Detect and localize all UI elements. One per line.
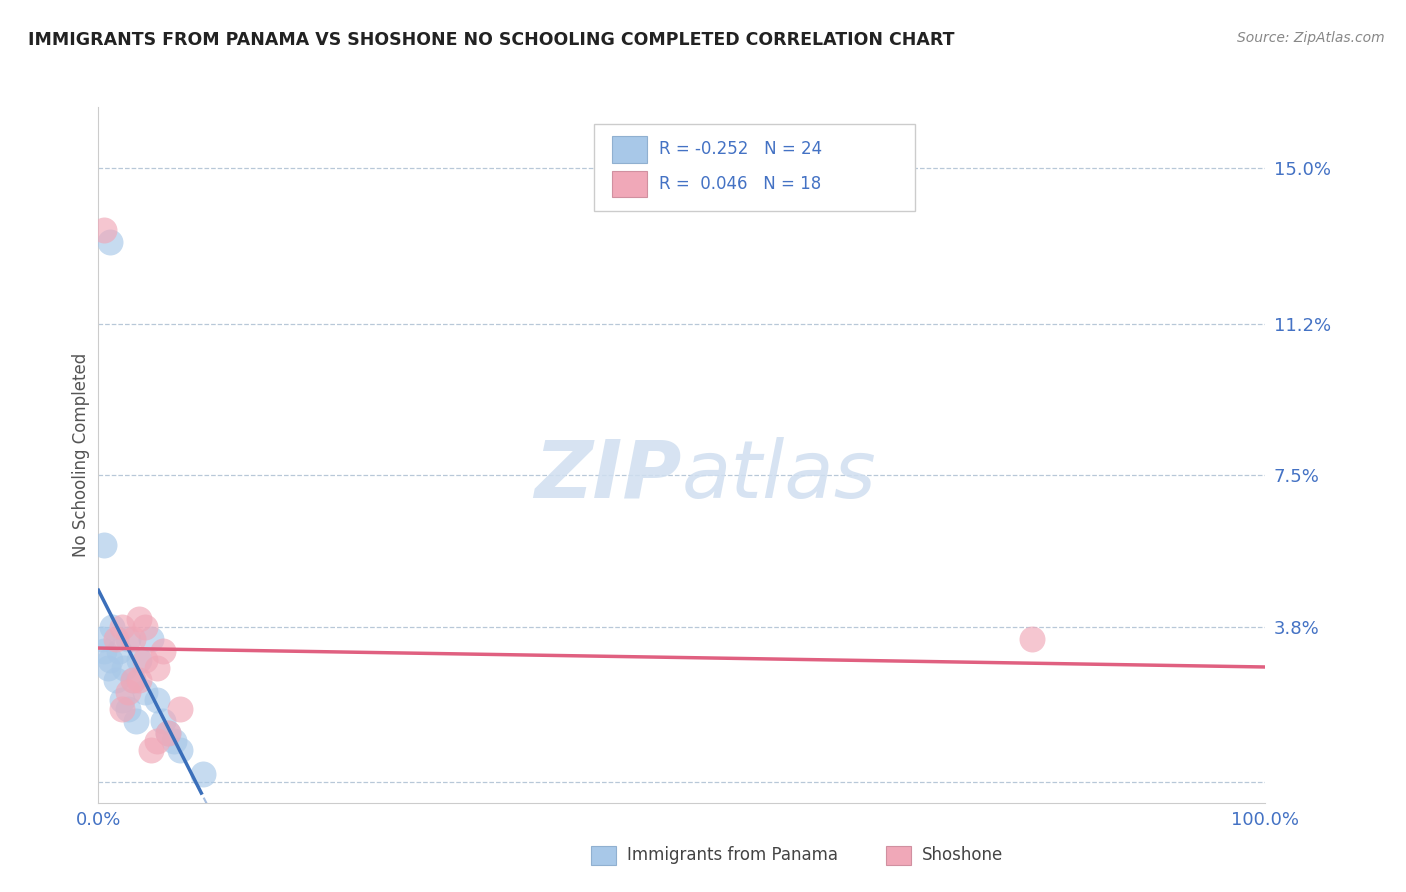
Point: [117, 701, 139, 715]
Point: [98, 652, 121, 666]
Text: Source: ZipAtlas.com: Source: ZipAtlas.com: [1237, 31, 1385, 45]
Point: [98, 235, 121, 249]
Point: [111, 620, 134, 634]
Point: [1021, 632, 1043, 646]
Point: [93, 644, 115, 658]
Point: [111, 693, 134, 707]
Point: [157, 726, 180, 740]
Point: [146, 734, 169, 748]
Point: [134, 652, 156, 666]
Text: R = -0.252   N = 24: R = -0.252 N = 24: [658, 140, 821, 159]
Point: [104, 632, 127, 646]
Point: [169, 701, 191, 715]
Point: [134, 620, 156, 634]
Point: [157, 726, 180, 740]
Point: [117, 685, 139, 699]
Bar: [612, 136, 647, 162]
Point: [152, 644, 174, 658]
Text: Immigrants from Panama: Immigrants from Panama: [627, 847, 838, 864]
Text: ZIP: ZIP: [534, 437, 682, 515]
Text: Shoshone: Shoshone: [922, 847, 1004, 864]
Point: [122, 673, 145, 687]
Text: IMMIGRANTS FROM PANAMA VS SHOSHONE NO SCHOOLING COMPLETED CORRELATION CHART: IMMIGRANTS FROM PANAMA VS SHOSHONE NO SC…: [28, 31, 955, 49]
FancyBboxPatch shape: [595, 124, 915, 211]
Point: [122, 673, 145, 687]
Point: [128, 673, 150, 687]
Point: [93, 223, 115, 237]
Text: R =  0.046   N = 18: R = 0.046 N = 18: [658, 175, 821, 194]
Point: [93, 538, 115, 552]
Point: [111, 701, 134, 715]
Point: [193, 767, 215, 781]
Point: [122, 632, 145, 646]
Point: [139, 632, 162, 646]
Point: [169, 742, 191, 756]
Point: [112, 661, 135, 675]
Point: [125, 714, 148, 728]
Point: [134, 685, 156, 699]
Point: [128, 652, 150, 666]
Bar: [612, 171, 647, 197]
Point: [97, 661, 120, 675]
Y-axis label: No Schooling Completed: No Schooling Completed: [72, 353, 90, 557]
Text: atlas: atlas: [682, 437, 877, 515]
Point: [139, 742, 162, 756]
Point: [146, 693, 169, 707]
Point: [152, 714, 174, 728]
Point: [104, 673, 127, 687]
Point: [128, 612, 150, 626]
Point: [108, 644, 131, 658]
Point: [146, 661, 169, 675]
Point: [90, 632, 112, 646]
Point: [101, 620, 124, 634]
Point: [163, 734, 186, 748]
Point: [117, 632, 139, 646]
